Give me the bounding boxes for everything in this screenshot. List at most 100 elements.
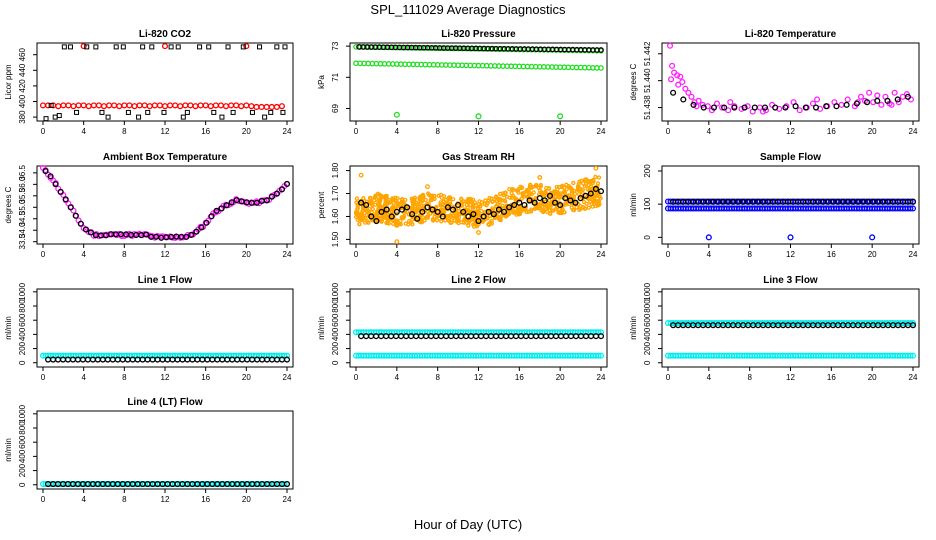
data-point [557, 201, 564, 209]
data-point [413, 203, 418, 208]
y-tick-label: 400 [18, 94, 27, 108]
x-tick-label: 24 [283, 250, 292, 259]
data-point [494, 194, 499, 199]
data-point [878, 101, 885, 108]
data-point [548, 202, 553, 207]
data-point [459, 196, 464, 201]
y-tick-label: 1.70 [331, 185, 340, 201]
data-point [121, 102, 128, 109]
data-point [843, 101, 850, 108]
y-tick-label: 1000 [643, 282, 652, 300]
x-tick-label: 8 [747, 127, 752, 136]
data-point [420, 192, 426, 197]
data-point [596, 175, 602, 180]
data-point [548, 211, 553, 216]
data-point [584, 201, 589, 206]
data-point [891, 89, 898, 96]
data-point [393, 111, 400, 118]
data-point [253, 103, 260, 111]
data-point [490, 211, 497, 218]
data-point [449, 206, 457, 213]
data-point [480, 213, 487, 220]
data-point [869, 234, 876, 241]
data-point [487, 195, 492, 201]
x-tick-label: 0 [354, 373, 359, 382]
y-tick-label: 400 [643, 327, 652, 341]
data-point [485, 208, 492, 215]
page-title: SPL_111029 Average Diagnostics [370, 2, 566, 17]
data-point [213, 207, 220, 214]
data-point [787, 234, 794, 241]
data-point [399, 197, 405, 203]
data-point [597, 333, 605, 340]
x-tick-label: 0 [666, 373, 671, 382]
data-point [395, 222, 400, 227]
data-point [909, 322, 917, 329]
data-point [396, 203, 401, 209]
data-point [398, 206, 405, 213]
x-tick-label: 20 [868, 373, 877, 382]
data-point [511, 201, 518, 209]
data-point [597, 194, 602, 199]
data-point [466, 223, 471, 228]
data-point [192, 103, 199, 110]
x-tick-label: 12 [161, 250, 170, 259]
data-point [571, 195, 577, 200]
chart-panel-4: Ambient Box Temperature degrees C 0 4 8 12 16 2… [4, 152, 294, 259]
data-point [533, 182, 539, 188]
x-tick-label: 4 [81, 495, 86, 504]
data-point [131, 103, 138, 110]
data-point [238, 103, 245, 110]
data-point [273, 103, 280, 111]
data-point [444, 204, 451, 211]
x-tick-label: 16 [515, 127, 524, 136]
data-point [374, 210, 379, 216]
x-tick-label: 20 [242, 250, 251, 259]
x-tick-label: 8 [122, 495, 127, 504]
data-point [685, 89, 692, 96]
x-tick-label: 4 [707, 127, 712, 136]
y-tick-label: 1000 [331, 282, 340, 300]
data-point [389, 209, 395, 214]
y-tick-label: 400 [18, 449, 27, 463]
data-point [562, 190, 568, 196]
x-tick-label: 4 [395, 373, 400, 382]
data-point [440, 205, 446, 211]
x-tick-label: 12 [161, 127, 170, 136]
data-point [357, 221, 362, 227]
data-point [675, 81, 682, 88]
data-point [72, 212, 79, 219]
y-tick-label: 400 [18, 327, 27, 341]
x-tick-label: 12 [474, 373, 483, 382]
data-point [273, 190, 280, 197]
y-tick-label: 100 [643, 197, 652, 211]
data-point [283, 352, 291, 359]
data-point [283, 356, 291, 363]
x-tick-label: 20 [242, 127, 251, 136]
data-point [465, 213, 472, 220]
y-tick-label: 51.440 [643, 68, 652, 93]
data-point [539, 190, 544, 195]
data-point [442, 209, 447, 215]
y-tick-label: 1000 [18, 282, 27, 300]
data-point [42, 168, 49, 175]
y-axis-label: ml/min [629, 193, 638, 217]
y-axis-label: degrees C [629, 63, 638, 100]
data-point [161, 103, 169, 110]
data-point [353, 214, 359, 220]
data-point [833, 103, 840, 110]
x-tick-label: 0 [41, 250, 46, 259]
y-tick-label: 400 [331, 327, 340, 341]
x-tick-label: 24 [909, 250, 918, 259]
y-tick-label: 460 [18, 47, 27, 61]
y-tick-label: 200 [331, 341, 340, 355]
y-tick-label: 69 [331, 104, 340, 113]
x-tick-label: 8 [747, 250, 752, 259]
data-point [670, 89, 677, 96]
y-tick-label: 0 [643, 360, 652, 365]
y-tick-label: 420 [18, 79, 27, 93]
data-point [93, 44, 99, 50]
y-tick-label: 51.442 [643, 41, 652, 66]
